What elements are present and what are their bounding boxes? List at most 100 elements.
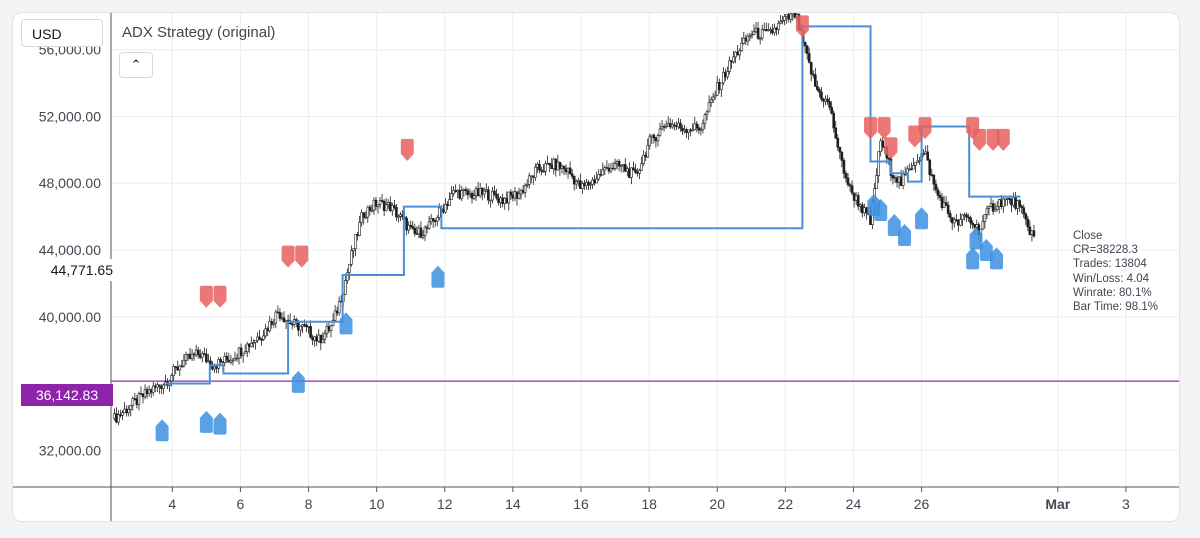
candle-body	[358, 222, 361, 236]
candle-body	[1012, 197, 1015, 206]
collapse-button[interactable]: ⌃	[119, 52, 153, 78]
long-signal-marker[interactable]	[874, 198, 888, 221]
candle-body	[803, 41, 807, 47]
short-signal-marker[interactable]	[972, 128, 986, 151]
candle-body	[276, 311, 280, 314]
candle-body	[826, 98, 829, 102]
x-tick-label: 20	[709, 496, 725, 512]
short-signal-marker[interactable]	[996, 128, 1010, 151]
candle-body	[315, 336, 319, 342]
short-signal-marker[interactable]	[213, 285, 227, 308]
candle-body	[779, 20, 782, 24]
long-signal-marker[interactable]	[969, 227, 983, 250]
candle-body	[196, 349, 200, 355]
candle-body	[910, 168, 913, 171]
long-signal-marker[interactable]	[898, 223, 912, 246]
candle-body	[995, 206, 999, 210]
long-signal-marker[interactable]	[966, 247, 980, 270]
long-signal-marker[interactable]	[213, 412, 227, 435]
candle-body	[734, 51, 737, 58]
candle-body	[1014, 197, 1017, 209]
long-signal-marker[interactable]	[887, 213, 901, 236]
candle-body	[203, 353, 206, 355]
candle-body	[628, 168, 631, 178]
x-tick-label: 4	[168, 496, 176, 512]
candle-body	[192, 353, 196, 356]
candle-body	[924, 151, 927, 154]
price-chart[interactable]: 32,000.00 40,000.00 44,000.00 48,000.00 52,0…	[13, 13, 1179, 521]
long-signal-marker[interactable]	[339, 312, 353, 335]
candle-body	[280, 317, 284, 320]
candle-body	[149, 389, 153, 393]
candle-body	[125, 408, 128, 414]
candle-body	[548, 162, 551, 166]
candle-body	[407, 224, 410, 231]
candle-body	[732, 56, 735, 63]
candle-body	[914, 162, 917, 166]
candle-body	[380, 200, 384, 202]
candle-body	[809, 61, 813, 75]
candle-body	[503, 198, 507, 204]
candle-body	[842, 160, 846, 174]
long-signal-marker[interactable]	[989, 247, 1003, 270]
candle-body	[562, 166, 566, 170]
short-signal-marker[interactable]	[863, 117, 877, 140]
candle-body	[415, 233, 419, 235]
candle-body	[525, 184, 529, 186]
currency-selector[interactable]: USD	[21, 19, 103, 47]
candle-body	[985, 208, 989, 215]
candle-body	[789, 13, 793, 20]
candle-body	[709, 99, 713, 103]
candle-body	[272, 322, 276, 325]
candle-body	[646, 145, 650, 158]
candle-body	[133, 398, 137, 400]
candle-body	[354, 234, 357, 250]
horizontal-line-price-badge[interactable]: 36,142.83	[21, 384, 113, 406]
long-signal-marker[interactable]	[199, 410, 213, 433]
candle-body	[376, 204, 380, 207]
x-tick-label: 16	[573, 496, 589, 512]
candle-body	[278, 312, 282, 319]
candle-body	[944, 202, 948, 206]
candle-body	[266, 328, 269, 332]
candle-body	[517, 193, 521, 199]
candle-body	[711, 96, 715, 101]
candle-body	[658, 128, 662, 136]
candle-body	[822, 98, 825, 102]
long-signal-marker[interactable]	[155, 419, 169, 442]
candle-body	[513, 191, 517, 199]
chart-panel[interactable]: 32,000.00 40,000.00 44,000.00 48,000.00 52,0…	[12, 12, 1180, 522]
short-signal-marker[interactable]	[795, 15, 809, 38]
candle-body	[198, 354, 202, 358]
short-signal-marker[interactable]	[400, 138, 414, 161]
long-signal-marker[interactable]	[291, 370, 305, 393]
candle-body	[454, 190, 457, 193]
long-signal-marker[interactable]	[979, 239, 993, 261]
candle-body	[335, 310, 339, 314]
short-signal-marker[interactable]	[908, 125, 922, 148]
short-signal-marker[interactable]	[918, 117, 932, 140]
short-signal-marker[interactable]	[884, 137, 898, 160]
candle-body	[640, 163, 643, 171]
candle-body	[621, 164, 625, 166]
candle-body	[689, 129, 692, 132]
short-signal-marker[interactable]	[199, 285, 213, 308]
candle-body	[143, 389, 147, 398]
candle-body	[717, 82, 721, 91]
candle-body	[444, 203, 447, 213]
candle-body	[664, 125, 668, 128]
short-signal-marker[interactable]	[281, 245, 295, 268]
candle-body	[282, 317, 286, 323]
long-signal-marker[interactable]	[431, 265, 445, 288]
candle-body	[1022, 207, 1026, 215]
short-signal-marker[interactable]	[877, 117, 891, 140]
short-signal-marker[interactable]	[295, 245, 309, 268]
candle-body	[542, 170, 545, 173]
long-signal-marker[interactable]	[915, 207, 929, 230]
candle-body	[337, 300, 341, 314]
candle-body	[754, 27, 758, 33]
x-tick-label: 18	[641, 496, 657, 512]
candle-body	[863, 207, 866, 214]
short-signal-marker[interactable]	[986, 128, 1000, 151]
candle-body	[113, 413, 116, 419]
